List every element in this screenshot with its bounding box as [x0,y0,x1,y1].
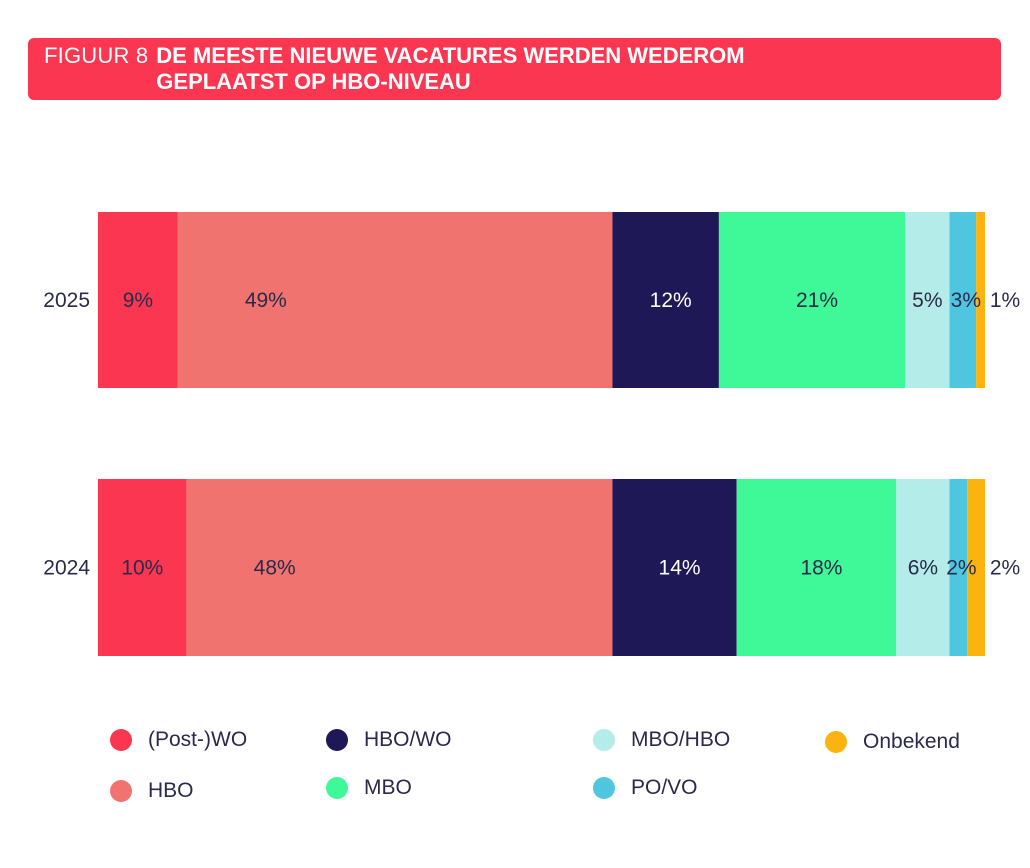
bar-segment-2025-mbo [718,212,906,388]
data-label-2024--post-wo: 10% [121,557,163,580]
legend-swatch [326,729,348,751]
bar-segment-2025--post-wo [98,212,178,388]
legend-item-post-wo: (Post-)WO [110,728,247,752]
bar-segment-2024-hbo [186,479,613,656]
data-label-2025-mbo: 21% [796,289,838,312]
legend-label: Onbekend [863,730,960,753]
bar-segment-2025-onbekend [976,212,985,388]
legend-swatch [110,780,132,802]
bar-segment-2024-mbo [736,479,897,656]
bar-segment-2024--post-wo [98,479,187,656]
legend-item-onbekend: Onbekend [825,730,960,754]
data-label-2024-po-vo: 2% [946,557,976,580]
chart-legend: (Post-)WO HBO HBO/WO MBO MBO/HBO PO/VO O… [110,722,1010,822]
legend-label: MBO/HBO [631,728,731,751]
data-label-2025-po-vo: 3% [951,289,981,312]
legend-label: PO/VO [631,776,698,799]
data-label-2024-hbo-wo: 14% [659,557,701,580]
bar-segment-2025-hbo-wo [612,212,719,388]
data-label-2025-onbekend: 1% [990,289,1020,312]
legend-swatch [110,729,132,751]
legend-label: HBO/WO [364,728,452,751]
data-label-2025-hbo: 49% [245,289,287,312]
bar-segment-2024-po-vo [949,479,968,656]
legend-swatch [593,729,615,751]
bar-segment-2024-onbekend [967,479,985,656]
legend-item-hbo: HBO [110,779,194,803]
data-label-2025--post-wo: 9% [123,289,153,312]
figure-number: FIGUUR 8 [44,43,149,68]
data-label-2025-hbo-wo: 12% [650,289,692,312]
bar-segment-2025-hbo [177,212,613,388]
data-label-2024-mbo: 18% [800,557,842,580]
bar-segment-2025-po-vo [949,212,977,388]
legend-swatch [825,731,847,753]
bar-segment-2024-hbo-wo [612,479,737,656]
legend-label: (Post-)WO [148,728,248,751]
data-label-2024-onbekend: 2% [990,557,1020,580]
category-label-2024: 2024 [43,557,90,580]
legend-swatch [326,777,348,799]
category-label-2025: 2025 [43,289,90,312]
bar-segment-2025-mbo-hbo [905,212,950,388]
legend-item-mbo: MBO [326,776,412,800]
figure-title-banner: FIGUUR 8 DE MEESTE NIEUWE VACATURES WERD… [28,38,1001,100]
data-label-2025-mbo-hbo: 5% [912,289,942,312]
figure-title: DE MEESTE NIEUWE VACATURES WERDEN WEDERO… [156,43,745,94]
legend-label: HBO [148,779,194,802]
legend-item-mbo-hbo: MBO/HBO [593,728,730,752]
legend-item-po-vo: PO/VO [593,776,698,800]
data-label-2024-hbo: 48% [254,557,296,580]
legend-swatch [593,777,615,799]
legend-label: MBO [364,776,412,799]
legend-item-hbo-wo: HBO/WO [326,728,452,752]
data-label-2024-mbo-hbo: 6% [908,557,938,580]
bar-segment-2024-mbo-hbo [896,479,950,656]
